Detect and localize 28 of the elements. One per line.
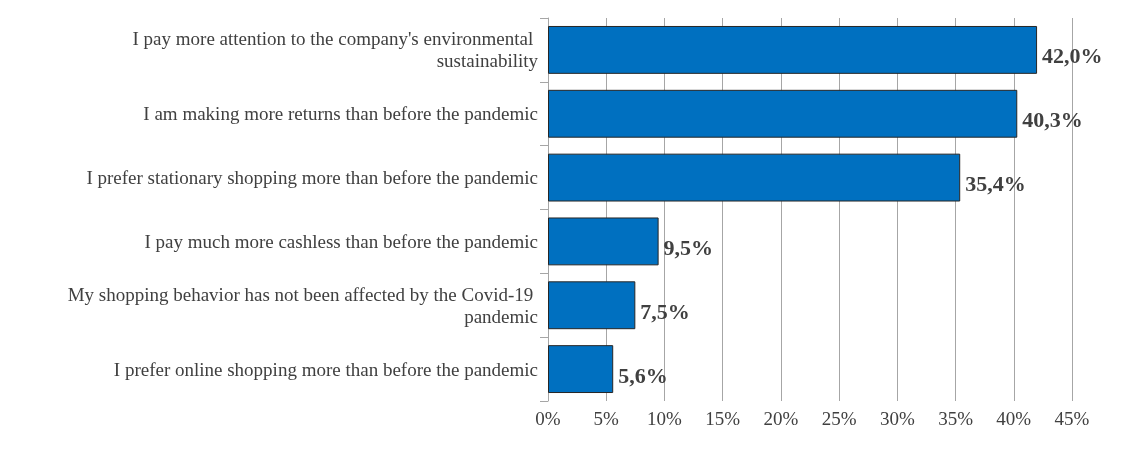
bar xyxy=(548,217,659,266)
x-tick-label: 45% xyxy=(1054,408,1090,429)
bar xyxy=(548,89,1018,138)
y-tick-label: I prefer online shopping more than before the pandemic xyxy=(113,358,538,380)
data-label: 9,5% xyxy=(663,234,714,260)
x-tick-label: 0% xyxy=(535,408,561,429)
data-label: 7,5% xyxy=(640,298,690,324)
x-tick-label: 5% xyxy=(593,408,620,429)
y-tick-label: I prefer stationary shopping more than before the pandemic xyxy=(86,167,538,189)
x-tick-label: 15% xyxy=(705,408,741,429)
y-tick-label: I am making more returns than before the pandemic xyxy=(143,103,538,125)
bar xyxy=(548,345,614,394)
x-tick-label: 35% xyxy=(938,408,974,429)
y-tick-label: I pay much more cashless than before the pandemic xyxy=(144,230,538,252)
data-label: 35,4% xyxy=(965,171,1026,197)
y-tick-label: I pay more attention to the company's environmental sustainability xyxy=(132,28,539,72)
x-tick-label: 40% xyxy=(996,408,1032,429)
x-tick-label: 30% xyxy=(879,408,915,429)
data-label: 5,6% xyxy=(618,362,668,388)
bar xyxy=(548,153,961,202)
data-label: 40,3% xyxy=(1022,107,1083,133)
bar xyxy=(548,25,1038,74)
x-tick-label: 20% xyxy=(763,408,799,429)
x-tick-label: 10% xyxy=(647,408,683,429)
bar xyxy=(548,281,636,330)
data-label: 42,0% xyxy=(1042,43,1103,69)
x-tick-label: 25% xyxy=(821,408,857,429)
y-tick-label: My shopping behavior has not been affected by the Covid-19 pandemic xyxy=(67,283,538,327)
